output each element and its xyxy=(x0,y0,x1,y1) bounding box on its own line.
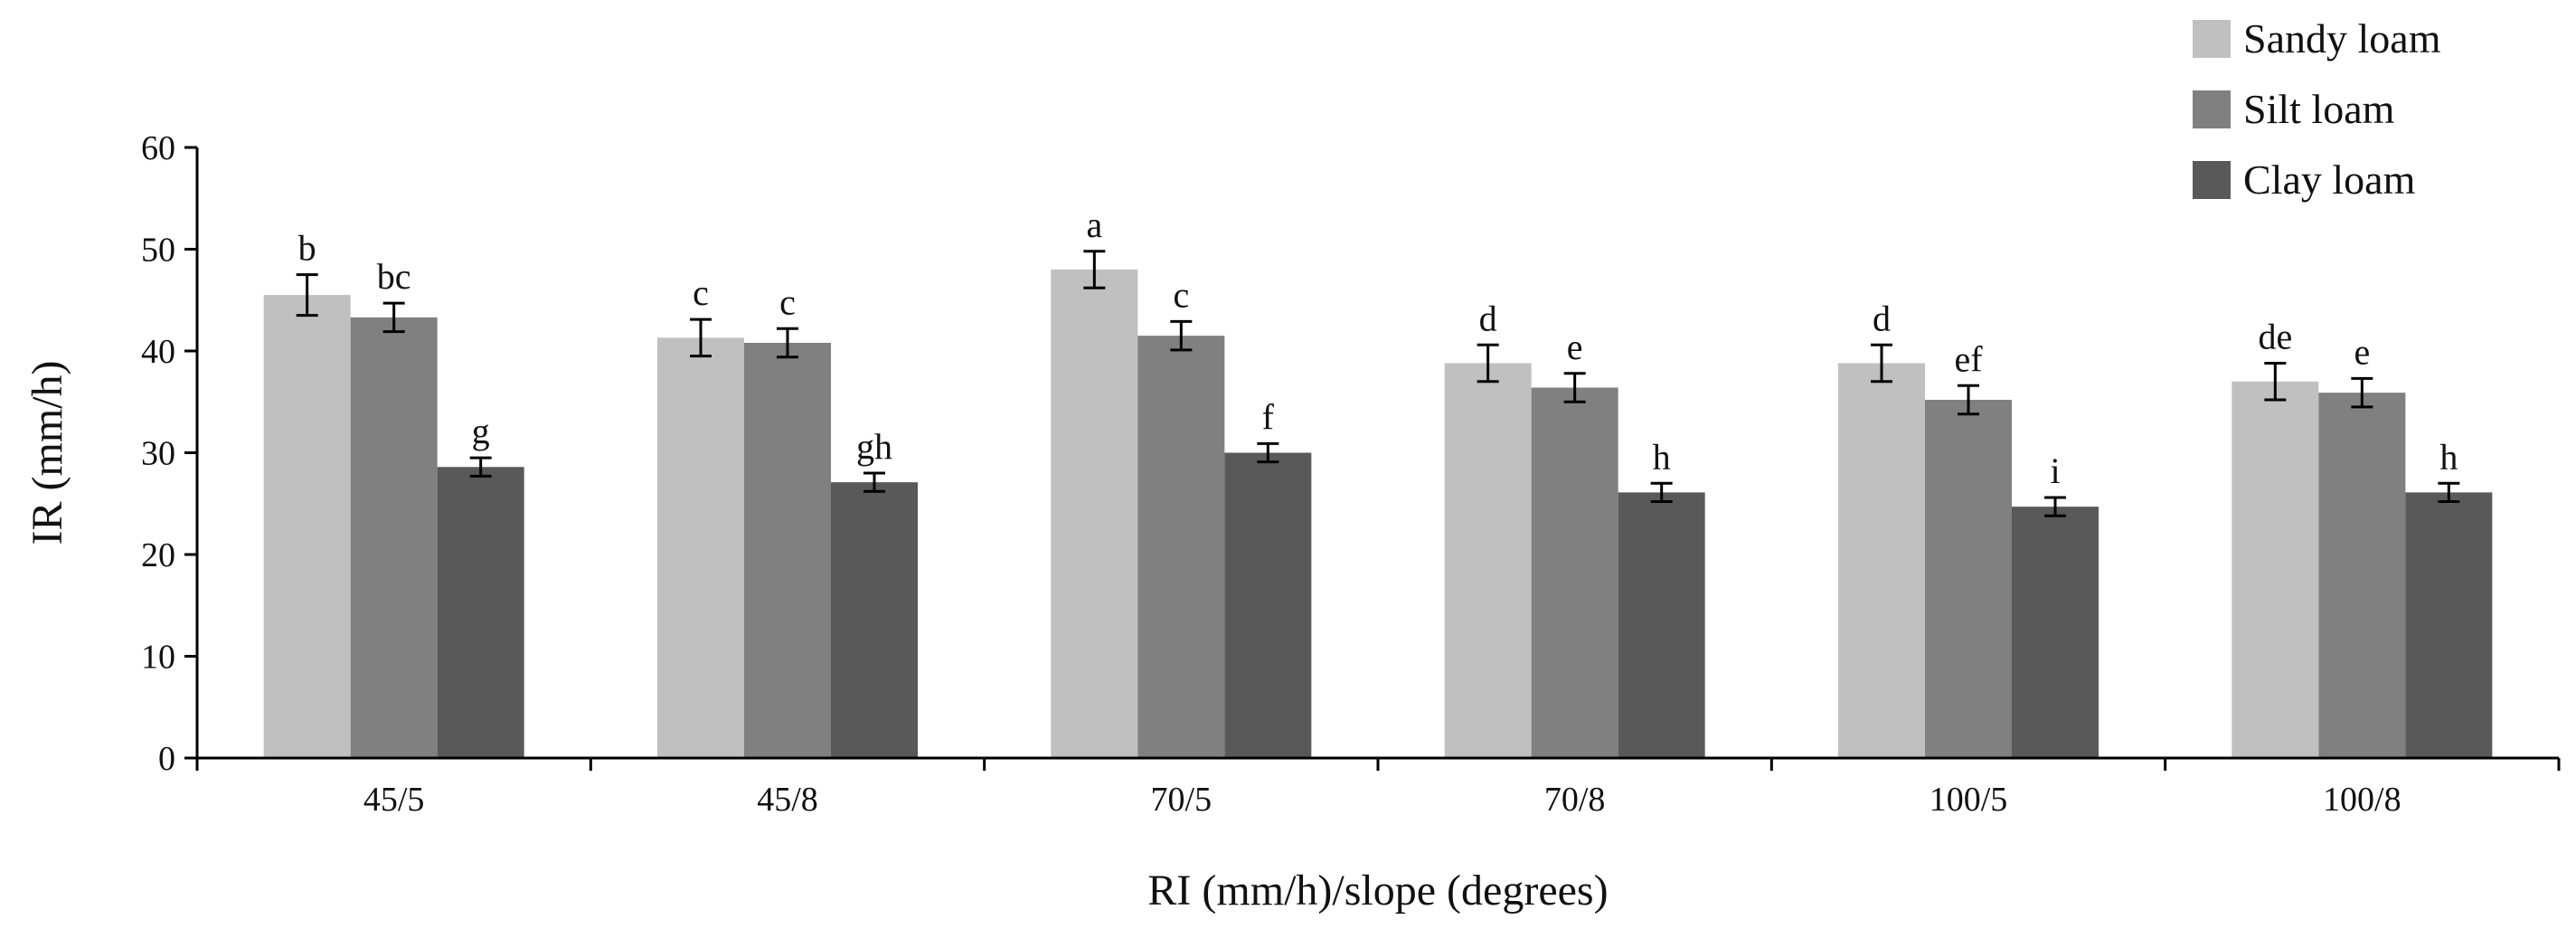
bar-sandy-loam-45-5 xyxy=(263,295,351,758)
bar-clay-loam-70-8 xyxy=(1618,492,1705,758)
bar-sandy-loam-70-8 xyxy=(1444,363,1532,758)
bar-sandy-loam-100-5 xyxy=(1838,363,1925,758)
y-tick-label: 0 xyxy=(158,740,175,778)
bar-sandy-loam-70-5 xyxy=(1051,270,1138,758)
bar-clay-loam-100-5 xyxy=(2012,507,2099,758)
significance-label: g xyxy=(472,411,490,451)
bar-clay-loam-45-5 xyxy=(437,467,524,758)
legend-swatch xyxy=(2193,161,2231,199)
bar-silt-loam-100-8 xyxy=(2318,393,2406,758)
error-bars-layer xyxy=(296,250,2460,517)
x-tick-label: 45/5 xyxy=(363,781,425,819)
significance-label: b xyxy=(298,228,316,269)
significance-label: bc xyxy=(377,256,411,297)
significance-label: h xyxy=(2439,436,2458,477)
significance-label: a xyxy=(1086,204,1102,245)
y-tick-label: 50 xyxy=(141,232,175,270)
bar-clay-loam-100-8 xyxy=(2405,492,2493,758)
y-axis-title: IR (mm/h) xyxy=(24,361,71,545)
bar-silt-loam-100-5 xyxy=(1925,400,2012,758)
bar-sandy-loam-100-8 xyxy=(2232,381,2319,758)
x-tick-label: 45/8 xyxy=(757,781,818,819)
y-tick-label: 40 xyxy=(141,333,175,371)
legend-label: Silt loam xyxy=(2243,86,2395,132)
bar-clay-loam-45-8 xyxy=(831,482,918,758)
x-tick-label: 70/8 xyxy=(1544,781,1606,819)
legend-label: Clay loam xyxy=(2243,156,2416,203)
bar-silt-loam-45-5 xyxy=(350,317,438,758)
significance-label: f xyxy=(1262,396,1275,437)
significance-label: c xyxy=(1173,274,1189,315)
significance-label: e xyxy=(1567,327,1583,367)
axes-layer: 0 10 20 30 40 50 60 45/5 45/8 70/5 70/8 100/5 100/8 R… xyxy=(24,129,2561,915)
significance-label: e xyxy=(2354,331,2370,372)
significance-label: d xyxy=(1479,298,1497,338)
significance-label: i xyxy=(2050,450,2060,491)
legend-swatch xyxy=(2193,20,2231,58)
significance-label: gh xyxy=(856,426,892,467)
bar-silt-loam-70-8 xyxy=(1531,387,1618,758)
legend-label: Sandy loam xyxy=(2243,15,2441,62)
y-tick-label: 10 xyxy=(141,639,175,677)
x-tick-label: 70/5 xyxy=(1151,781,1213,819)
significance-label: c xyxy=(779,281,796,322)
y-tick-label: 60 xyxy=(141,129,175,167)
significance-label: de xyxy=(2258,317,2292,357)
significance-label: ef xyxy=(1954,338,1983,379)
significance-label: h xyxy=(1653,436,1671,477)
significance-label: c xyxy=(693,272,709,313)
y-tick-label: 20 xyxy=(141,536,175,574)
x-tick-label: 100/5 xyxy=(1930,781,2008,819)
bar-silt-loam-70-5 xyxy=(1137,336,1225,758)
x-tick-label: 100/8 xyxy=(2323,781,2401,819)
x-axis-title: RI (mm/h)/slope (degrees) xyxy=(1147,867,1608,915)
bar-clay-loam-70-5 xyxy=(1224,452,1312,758)
legend-swatch xyxy=(2193,90,2231,128)
bars-layer xyxy=(263,270,2493,758)
y-tick-label: 30 xyxy=(141,435,175,473)
significance-label: d xyxy=(1873,298,1891,338)
bar-silt-loam-45-8 xyxy=(744,343,831,758)
legend: Sandy loam Silt loam Clay loam xyxy=(2193,15,2441,203)
bar-sandy-loam-45-8 xyxy=(657,337,744,758)
